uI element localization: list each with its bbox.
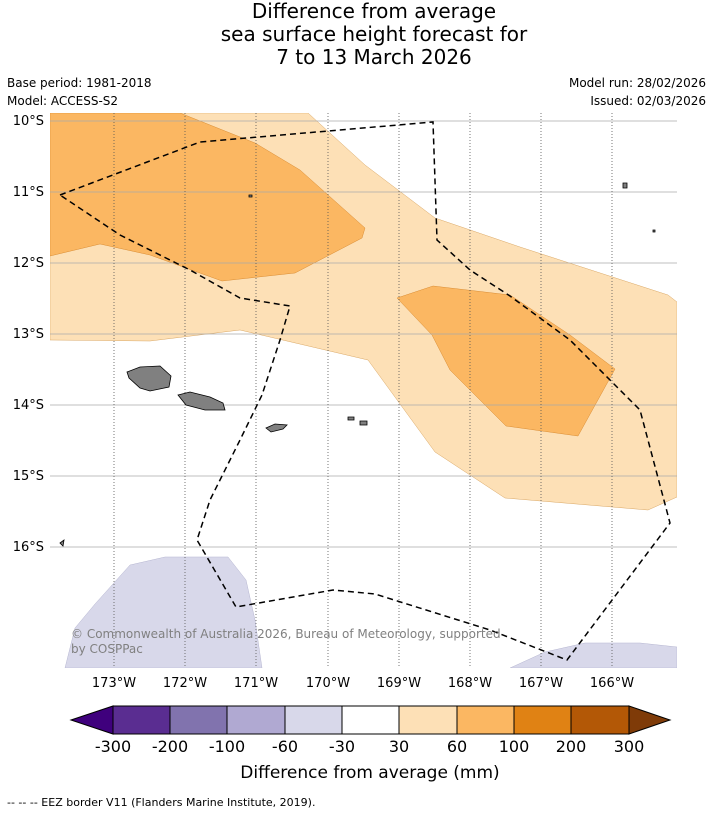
colorbar-swatch xyxy=(170,706,227,734)
lat-label: 16°S xyxy=(13,540,44,555)
lat-gridlines xyxy=(50,120,677,548)
title-line-3: 7 to 13 March 2026 xyxy=(276,45,472,69)
lat-labels: 10°S 11°S 12°S 13°S 14°S 15°S 16°S xyxy=(13,114,44,555)
colorbar-swatch xyxy=(113,706,170,734)
map-title: Difference from average sea surface heig… xyxy=(0,0,713,69)
colorbar-label: Difference from average (mm) xyxy=(240,763,499,783)
lon-label: 169°W xyxy=(377,676,421,691)
tutuila-island xyxy=(265,423,288,433)
title-line-2: sea surface height forecast for xyxy=(220,22,528,46)
contour-neg30-neg60-se xyxy=(509,642,677,668)
model-name: Model: ACCESS-S2 xyxy=(7,94,119,108)
lat-label: 11°S xyxy=(13,185,44,200)
lon-label: 173°W xyxy=(92,676,136,691)
islet-4 xyxy=(622,182,628,189)
colorbar-extend-high xyxy=(628,705,672,735)
islet-5 xyxy=(652,229,656,233)
colorbar-tick: 200 xyxy=(556,737,587,756)
colorbar-dividers xyxy=(169,706,572,734)
savaii-island xyxy=(126,365,172,392)
eez-legend: -- -- -- EEZ border V11 (Flanders Marine… xyxy=(7,796,316,809)
colorbar-swatch xyxy=(227,706,285,734)
lat-label: 10°S xyxy=(13,114,44,129)
colorbar-ticks: -300 -200 -100 -60 -30 30 60 100 200 300 xyxy=(95,737,644,756)
lat-label: 13°S xyxy=(13,327,44,342)
map-area xyxy=(50,113,677,668)
copyright-note: © Commonwealth of Australia 2026, Bureau… xyxy=(71,627,501,656)
upolu-island xyxy=(177,391,226,411)
lon-label: 172°W xyxy=(163,676,207,691)
islet-1 xyxy=(347,416,355,421)
colorbar-tick: -200 xyxy=(152,737,188,756)
colorbar: -300 -200 -100 -60 -30 30 60 100 200 300… xyxy=(69,705,672,783)
lat-label: 12°S xyxy=(13,256,44,271)
land-masses xyxy=(59,182,656,547)
colorbar-swatch xyxy=(571,706,629,734)
title-line-1: Difference from average xyxy=(251,0,497,23)
lon-label: 171°W xyxy=(234,676,278,691)
issued-date: Issued: 02/03/2026 xyxy=(590,94,706,108)
colorbar-tick: 30 xyxy=(389,737,409,756)
colorbar-swatch xyxy=(342,706,399,734)
lon-label: 170°W xyxy=(306,676,350,691)
colorbar-extend-low xyxy=(69,705,114,735)
islet-2 xyxy=(359,420,368,426)
colorbar-tick: 300 xyxy=(614,737,645,756)
islet-3 xyxy=(248,194,253,198)
meta-left: Base period: 1981-2018 Model: ACCESS-S2 xyxy=(7,74,152,110)
colorbar-tick: 60 xyxy=(447,737,467,756)
base-period: Base period: 1981-2018 xyxy=(7,76,152,90)
lon-label: 167°W xyxy=(519,676,563,691)
colorbar-swatch xyxy=(399,706,457,734)
colorbar-swatch xyxy=(457,706,514,734)
colorbar-tick: 100 xyxy=(499,737,530,756)
colorbar-swatch xyxy=(285,706,342,734)
colorbar-tick: -30 xyxy=(329,737,355,756)
copyright-line-2: by COSPPac xyxy=(71,642,143,656)
colorbar-swatch xyxy=(514,706,571,734)
lon-label: 168°W xyxy=(448,676,492,691)
colorbar-tick: -100 xyxy=(209,737,245,756)
lon-labels: 173°W 172°W 171°W 170°W 169°W 168°W 167°… xyxy=(92,676,634,691)
copyright-line-1: © Commonwealth of Australia 2026, Bureau… xyxy=(71,627,501,641)
colorbar-frame xyxy=(112,705,630,735)
meta-right: Model run: 28/02/2026 Issued: 02/03/2026 xyxy=(569,74,706,110)
lon-label: 166°W xyxy=(590,676,634,691)
colorbar-tick: -60 xyxy=(272,737,298,756)
colorbar-tick: -300 xyxy=(95,737,131,756)
contour-60-100-e xyxy=(396,285,616,437)
model-run: Model run: 28/02/2026 xyxy=(568,76,706,90)
lat-label: 15°S xyxy=(13,469,44,484)
islet-6 xyxy=(59,539,65,547)
lon-gridlines xyxy=(113,113,613,668)
lat-label: 14°S xyxy=(13,398,44,413)
